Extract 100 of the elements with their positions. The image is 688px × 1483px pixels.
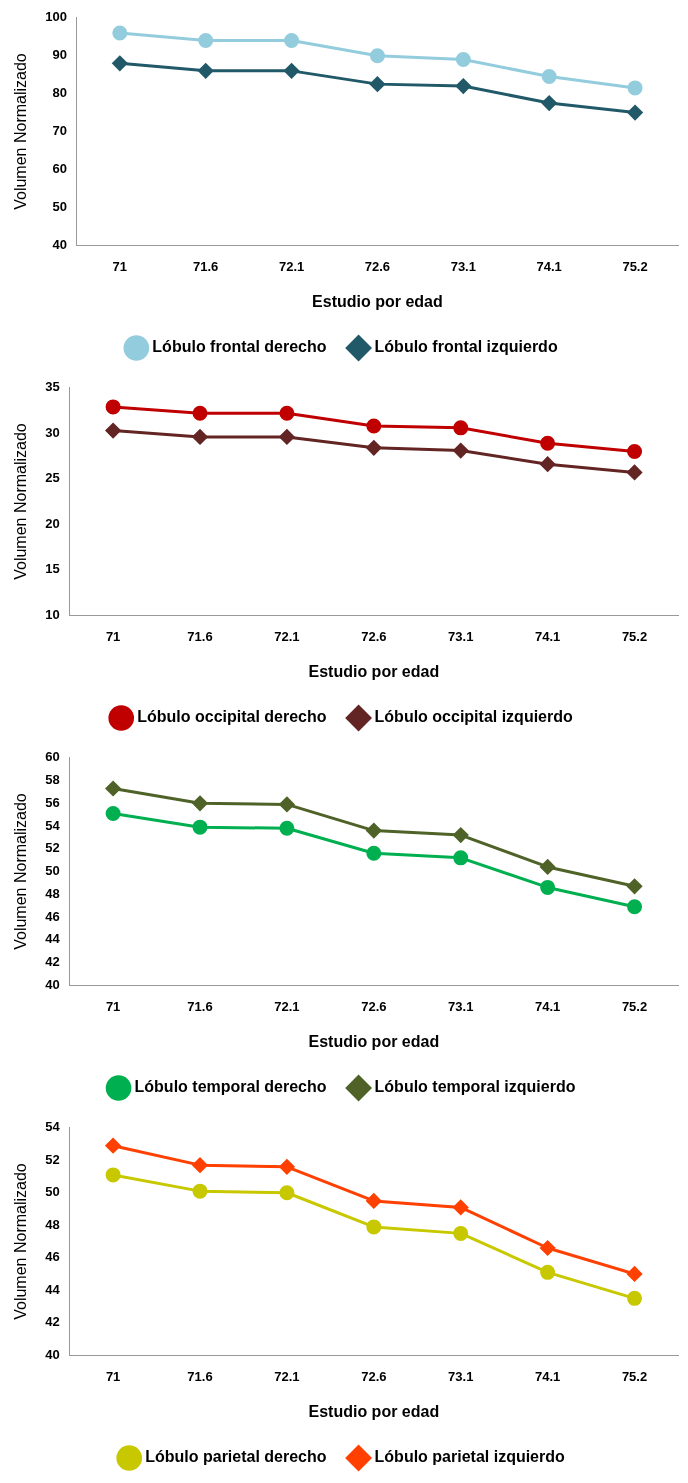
point [541,69,557,85]
y-tick-label: 20 [45,515,60,531]
x-tick-label: 75.2 [622,258,648,274]
point [455,51,471,67]
point [279,820,295,836]
point [540,1240,556,1256]
y-tick-label: 10 [45,606,60,622]
point [279,796,295,812]
legend-label: Lóbulo temporal derecho [134,1078,327,1096]
x-axis-title: Estudio por edad [308,662,440,680]
legend-label: Lóbulo temporal izquierdo [374,1078,576,1096]
x-tick-label: 74.1 [536,258,562,274]
point [192,1157,208,1173]
x-tick-label: 75.2 [621,628,648,644]
x-tick-label: 72.6 [361,998,387,1014]
x-tick-label: 71.6 [187,628,213,644]
x-tick-label: 73.1 [448,628,474,644]
legend-label: Lóbulo frontal izquierdo [374,338,558,356]
point [627,899,643,915]
y-tick-label: 52 [45,1151,60,1167]
y-tick-label: 56 [45,794,60,810]
y-axis-title: Volumen Normalizado [12,1163,30,1320]
point [366,845,382,861]
x-tick-label: 73.1 [448,998,474,1014]
point [105,423,121,439]
point [627,464,643,480]
point [627,105,643,121]
x-axis-title: Estudio por edad [308,1402,440,1420]
y-tick-label: 30 [45,424,60,440]
point [366,440,382,456]
x-tick-label: 71 [105,1368,121,1384]
x-tick-label: 72.1 [274,1368,300,1384]
point [369,48,385,64]
y-tick-label: 42 [45,954,60,970]
point [369,76,385,92]
y-tick-label: 40 [45,976,60,992]
y-tick-label: 48 [45,1216,60,1232]
y-tick-label: 54 [45,1119,61,1135]
point [192,1183,208,1199]
x-tick-label: 71.6 [193,258,219,274]
y-tick-label: 52 [45,840,60,856]
point [540,859,556,875]
y-tick-label: 58 [45,772,60,788]
point [192,405,208,421]
x-tick-label: 72.6 [361,628,387,644]
point [284,63,300,79]
x-axis-title: Estudio por edad [312,292,443,310]
x-tick-label: 71 [112,258,128,274]
point [627,1266,643,1282]
legend-label: Lóbulo parietal derecho [145,1448,327,1466]
y-tick-label: 25 [45,470,60,486]
point [366,1219,382,1235]
point [540,879,556,895]
x-axis-title: Estudio por edad [308,1032,440,1050]
y-tick-label: 44 [45,1281,61,1297]
point [105,399,121,415]
y-tick-label: 40 [45,1346,60,1362]
y-tick-label: 90 [52,47,67,63]
point [198,63,214,79]
y-tick-label: 80 [52,85,67,101]
legend-label: Lóbulo parietal izquierdo [374,1448,566,1466]
point [105,1167,121,1183]
x-tick-label: 72.1 [278,258,305,274]
point [453,443,469,459]
x-tick-label: 75.2 [621,1368,648,1384]
point [366,1193,382,1209]
point [540,1264,556,1280]
point [366,823,382,839]
x-tick-label: 74.1 [534,628,561,644]
y-tick-label: 46 [45,908,60,924]
x-tick-label: 72.6 [364,258,391,274]
x-tick-label: 72.6 [361,1368,387,1384]
x-tick-label: 72.1 [274,998,300,1014]
y-axis-title: Volumen Normalizado [12,423,30,580]
point [627,80,643,96]
y-tick-label: 42 [45,1314,60,1330]
y-tick-label: 50 [45,1184,60,1200]
y-tick-label: 100 [45,9,67,25]
point [279,1185,295,1201]
legend-label: Lóbulo occipital derecho [137,708,327,726]
x-tick-label: 72.1 [274,628,300,644]
legend-label: Lóbulo occipital izquierdo [374,708,574,726]
point [453,850,469,866]
point [540,456,556,472]
x-tick-label: 74.1 [534,998,561,1014]
x-tick-label: 75.2 [621,998,648,1014]
x-tick-label: 73.1 [448,1368,474,1384]
x-tick-label: 71 [105,628,121,644]
y-tick-label: 35 [45,379,60,395]
x-tick-label: 73.1 [450,258,476,274]
point [279,429,295,445]
point [192,795,208,811]
point [279,1159,295,1175]
point [192,429,208,445]
y-tick-label: 46 [45,1249,60,1265]
point [540,435,556,451]
y-tick-label: 70 [52,123,67,139]
point [453,1199,469,1215]
point [112,55,128,71]
y-tick-label: 50 [45,863,60,879]
